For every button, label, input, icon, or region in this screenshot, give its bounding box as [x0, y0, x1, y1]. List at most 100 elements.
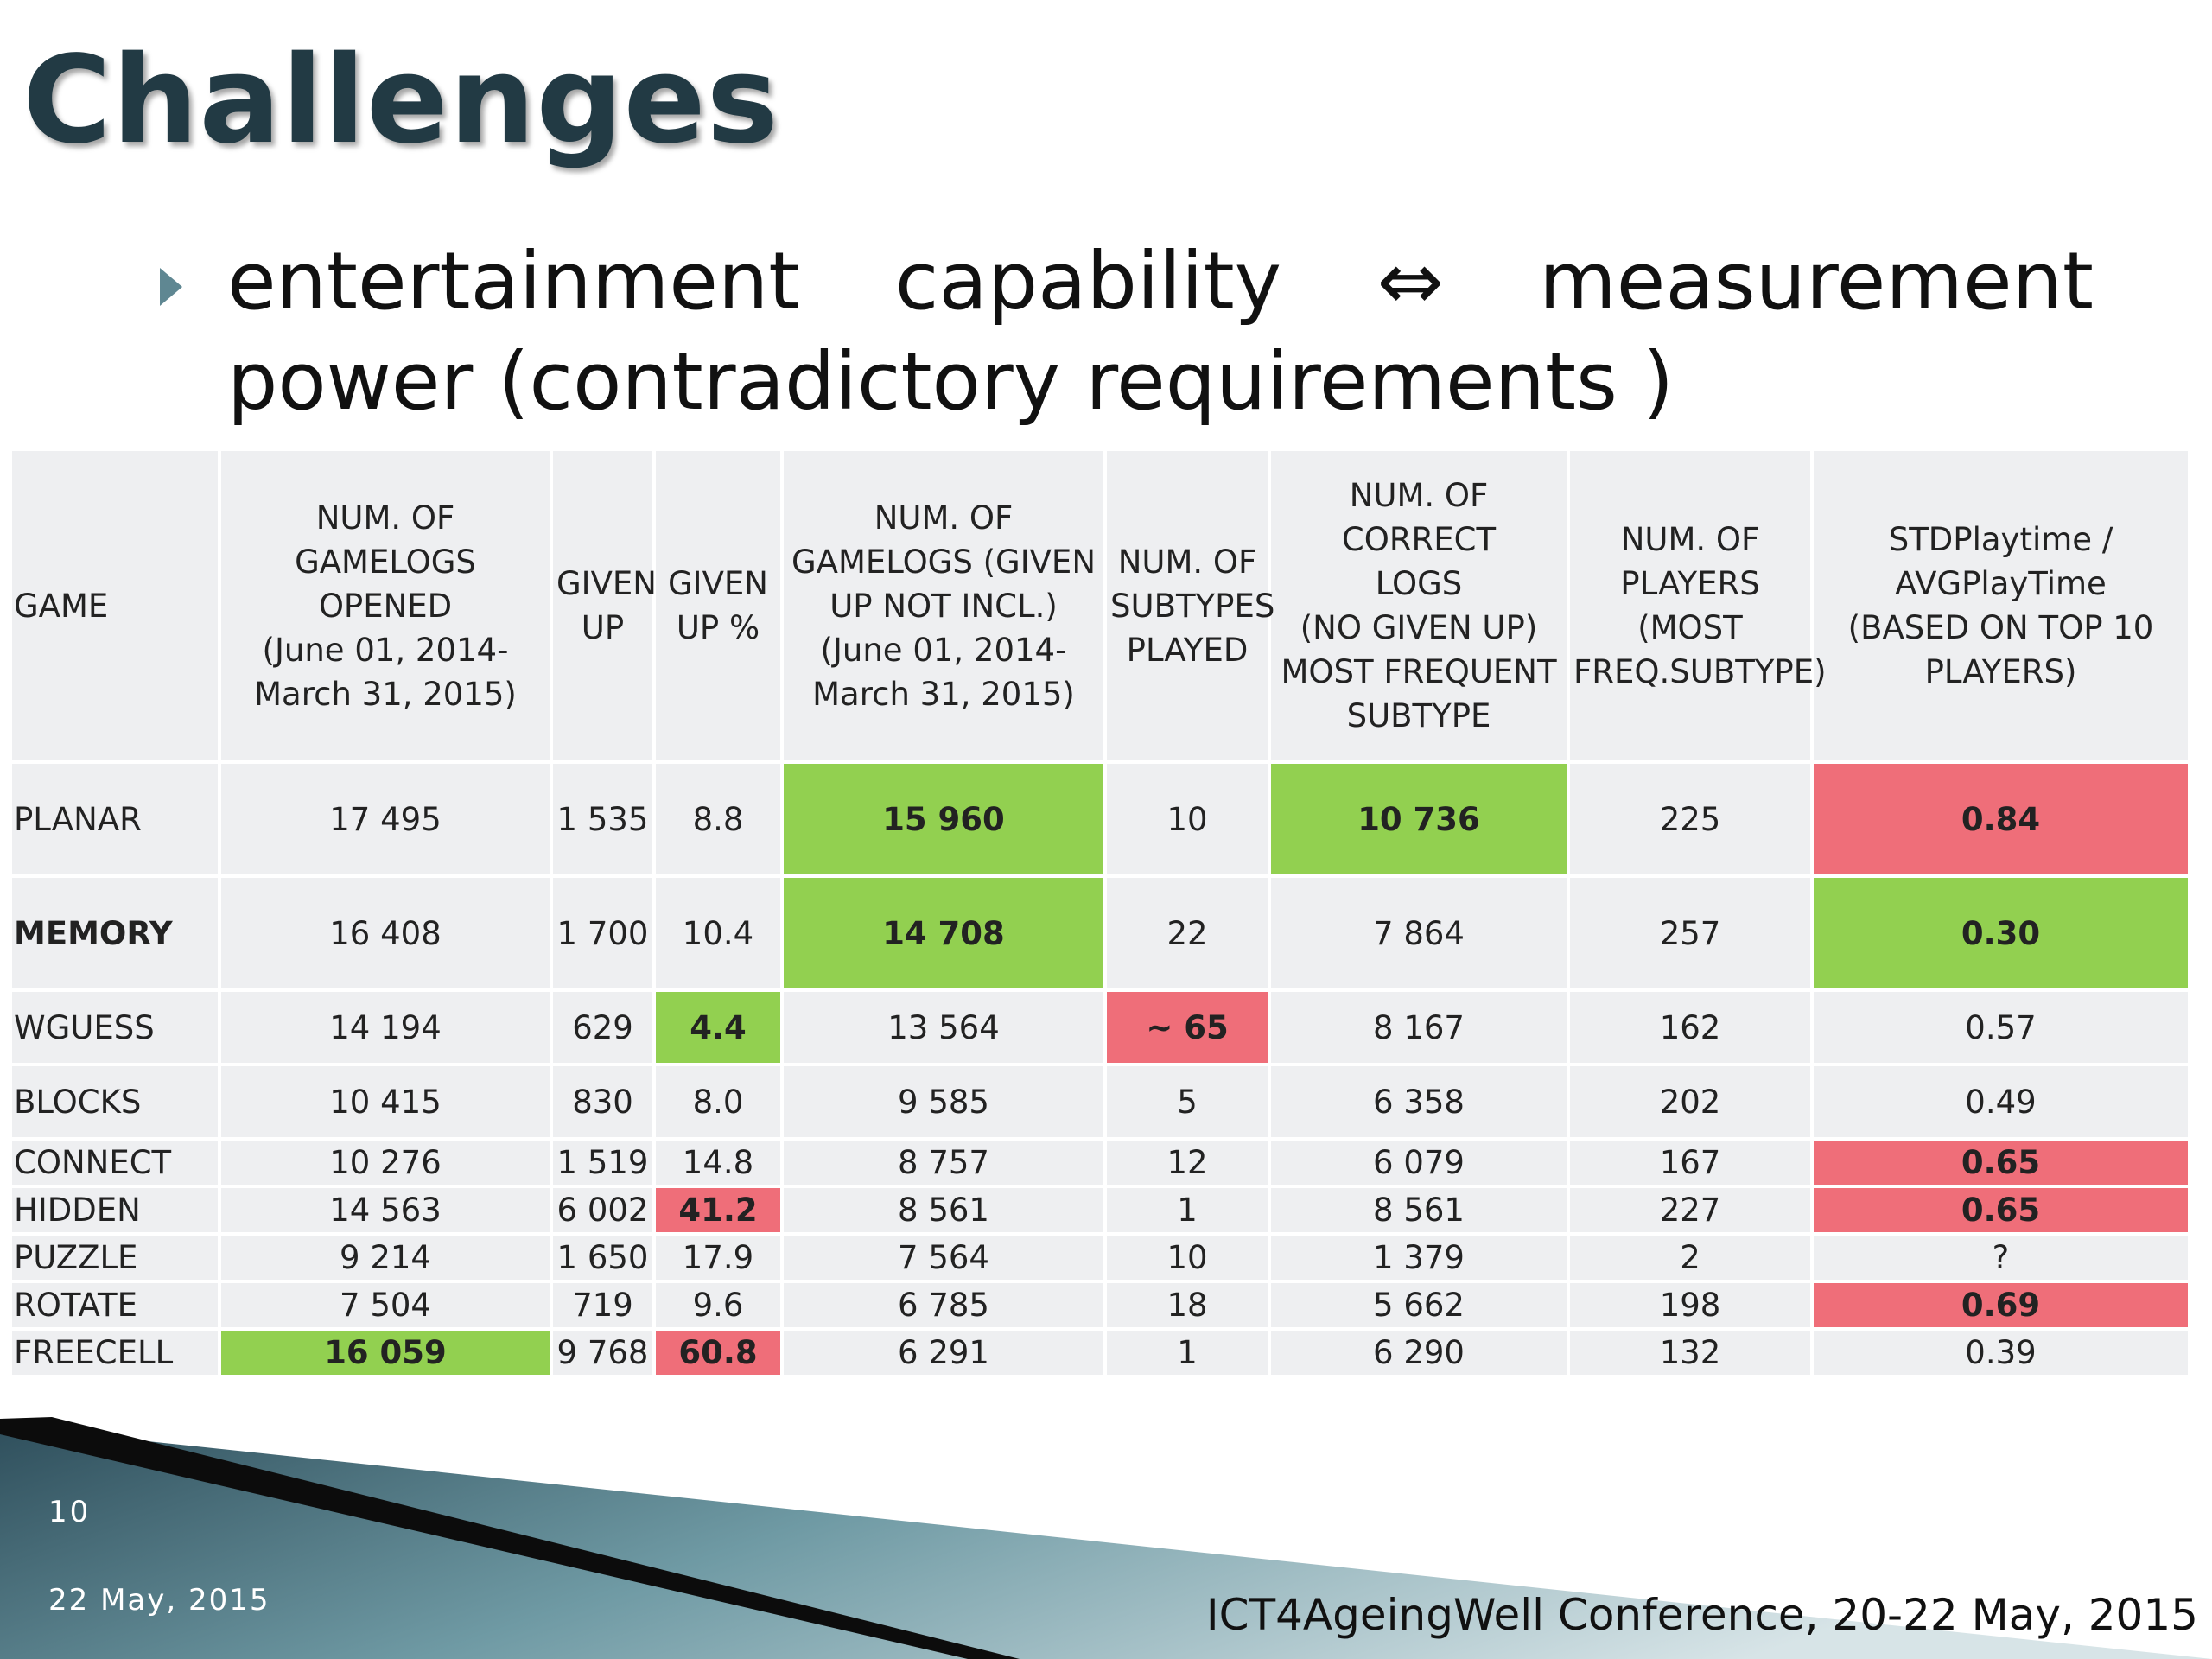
column-header: GIVEN UP	[553, 451, 657, 760]
table-cell: 9 768	[553, 1331, 652, 1375]
table-row: PLANAR 17 495 1 535 8.8 15 960 10 10 736 225 0.8…	[12, 764, 2188, 874]
bullet-text: entertainment capability ⇔ measurement p…	[227, 232, 2113, 432]
table-cell: 13 564	[784, 992, 1103, 1063]
table-cell: 10	[1107, 1236, 1268, 1280]
table-body: PLANAR 17 495 1 535 8.8 15 960 10 10 736 225 0.8…	[12, 764, 2188, 1375]
table-cell: 0.65	[1814, 1141, 2188, 1185]
table-cell: 1 519	[553, 1141, 652, 1185]
table-cell: 41.2	[656, 1188, 780, 1232]
table-row: CONNECT 10 276 1 519 14.8 8 757 12 6 079 167 0.6…	[12, 1141, 2188, 1185]
table-cell: 14.8	[656, 1141, 780, 1185]
table-cell: 5	[1107, 1066, 1268, 1137]
table-cell: 0.30	[1814, 878, 2188, 988]
table-cell: ~ 65	[1107, 992, 1268, 1063]
bullet-line-1: entertainment capability ⇔ measurement	[227, 232, 2094, 332]
table-cell: 1 535	[553, 764, 652, 874]
bullet-word: measurement	[1539, 235, 2094, 327]
table-cell: 0.57	[1814, 992, 2188, 1063]
game-name-cell: MEMORY	[12, 878, 218, 988]
table-cell: 10 415	[221, 1066, 550, 1137]
table-cell: 14 194	[221, 992, 550, 1063]
table-cell: 14 708	[784, 878, 1103, 988]
table-cell: 17.9	[656, 1236, 780, 1280]
slide-title: Challenges	[22, 30, 779, 171]
table-cell: 0.69	[1814, 1283, 2188, 1327]
table-cell: 9.6	[656, 1283, 780, 1327]
slide-number: 10	[48, 1495, 92, 1529]
game-name-cell: PUZZLE	[12, 1236, 218, 1280]
bullet-line-2: power (contradictory requirements )	[227, 335, 1675, 428]
table-row: FREECELL 16 059 9 768 60.8 6 291 1 6 290 132 0.3…	[12, 1331, 2188, 1375]
table-cell: 10 276	[221, 1141, 550, 1185]
table-cell: 0.84	[1814, 764, 2188, 874]
game-name-cell: PLANAR	[12, 764, 218, 874]
table-cell: 5 662	[1271, 1283, 1567, 1327]
bullet-word: capability	[894, 235, 1282, 327]
triangle-bullet-icon	[160, 268, 182, 306]
table-cell: 6 002	[553, 1188, 652, 1232]
table-row: HIDDEN 14 563 6 002 41.2 8 561 1 8 561 227 0.65	[12, 1188, 2188, 1232]
table-cell: 16 059	[221, 1331, 550, 1375]
table-cell: 167	[1570, 1141, 1810, 1185]
slide-date: 22 May, 2015	[48, 1583, 270, 1618]
table-cell: ?	[1814, 1236, 2188, 1280]
table-cell: 17 495	[221, 764, 550, 874]
table-cell: 162	[1570, 992, 1810, 1063]
game-name-cell: ROTATE	[12, 1283, 218, 1327]
game-name-cell: HIDDEN	[12, 1188, 218, 1232]
column-header: NUM. OF GAMELOGS OPENED (June 01, 2014- …	[221, 451, 550, 760]
column-header: NUM. OF SUBTYPES PLAYED	[1107, 451, 1274, 760]
table-cell: 629	[553, 992, 652, 1063]
table-cell: 9 585	[784, 1066, 1103, 1137]
table-cell: 8 561	[784, 1188, 1103, 1232]
table-cell: 227	[1570, 1188, 1810, 1232]
table-cell: 0.65	[1814, 1188, 2188, 1232]
table-cell: 2	[1570, 1236, 1810, 1280]
table-cell: 6 358	[1271, 1066, 1567, 1137]
table-cell: 12	[1107, 1141, 1268, 1185]
table-cell: 7 864	[1271, 878, 1567, 988]
table-cell: 15 960	[784, 764, 1103, 874]
table-cell: 830	[553, 1066, 652, 1137]
table-cell: 60.8	[656, 1331, 780, 1375]
table-cell: 16 408	[221, 878, 550, 988]
table-cell: 8 167	[1271, 992, 1567, 1063]
table-cell: 1 379	[1271, 1236, 1567, 1280]
column-header: NUM. OF CORRECT LOGS (NO GIVEN UP) MOST …	[1271, 451, 1567, 760]
table-cell: 8.8	[656, 764, 780, 874]
bullet-point: entertainment capability ⇔ measurement p…	[160, 232, 2113, 432]
table-row: PUZZLE 9 214 1 650 17.9 7 564 10 1 379 2?	[12, 1236, 2188, 1280]
table-cell: 1 700	[553, 878, 652, 988]
table-cell: 132	[1570, 1331, 1810, 1375]
table-cell: 22	[1107, 878, 1268, 988]
table-cell: 14 563	[221, 1188, 550, 1232]
bullet-word: entertainment	[227, 235, 800, 327]
table-cell: 1	[1107, 1331, 1268, 1375]
column-header: GAME	[12, 451, 218, 760]
table-cell: 719	[553, 1283, 652, 1327]
column-header: GIVEN UP %	[656, 451, 780, 760]
table-cell: 8 561	[1271, 1188, 1567, 1232]
table-cell: 7 504	[221, 1283, 550, 1327]
table-cell: 198	[1570, 1283, 1810, 1327]
table-row: WGUESS 14 194 629 4.4 13 564 ~ 65 8 167 162 0.57	[12, 992, 2188, 1063]
table-cell: 225	[1570, 764, 1810, 874]
column-header: NUM. OF GAMELOGS (GIVEN UP NOT INCL.) (J…	[784, 451, 1103, 760]
table-cell: 6 290	[1271, 1331, 1567, 1375]
table-cell: 8 757	[784, 1141, 1103, 1185]
table-cell: 18	[1107, 1283, 1268, 1327]
table-cell: 6 291	[784, 1331, 1103, 1375]
table-cell: 1	[1107, 1188, 1268, 1232]
table-cell: 9 214	[221, 1236, 550, 1280]
column-header: STDPlaytime / AVGPlayTime (BASED ON TOP …	[1814, 451, 2188, 760]
footer-decoration	[0, 1417, 2212, 1659]
double-arrow-icon: ⇔	[1376, 235, 1444, 327]
table-cell: 6 079	[1271, 1141, 1567, 1185]
table-cell: 10.4	[656, 878, 780, 988]
table-row: MEMORY 16 408 1 700 10.4 14 708 22 7 864 257 0.3…	[12, 878, 2188, 988]
table-cell: 4.4	[656, 992, 780, 1063]
table-cell: 8.0	[656, 1066, 780, 1137]
game-name-cell: BLOCKS	[12, 1066, 218, 1137]
conference-footer: ICT4AgeingWell Conference, 20-22 May, 20…	[1205, 1590, 2198, 1640]
table-header-row: GAME NUM. OF GAMELOGS OPENED (June 01, 20…	[12, 451, 2188, 760]
